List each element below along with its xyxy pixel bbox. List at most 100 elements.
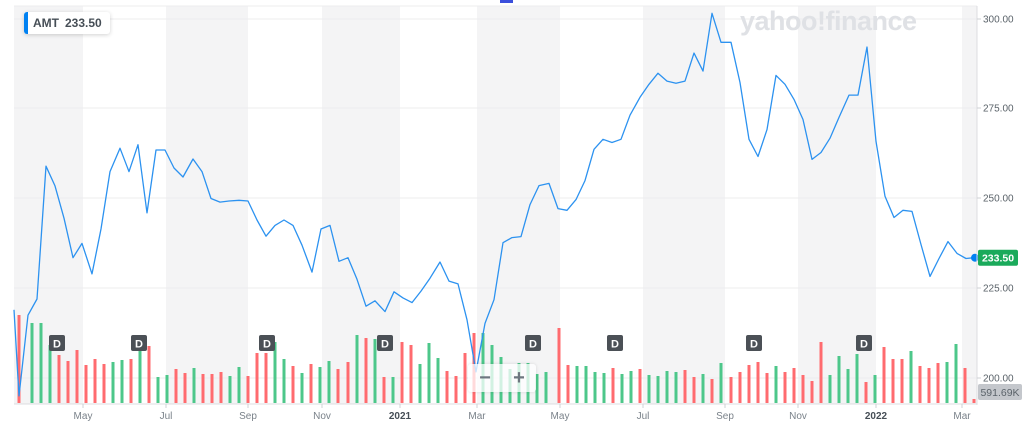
volume-bar-down [918, 366, 922, 403]
last-price-dot [971, 253, 979, 262]
month-band [962, 6, 977, 404]
volume-bar-up [719, 363, 723, 403]
dividend-marker[interactable]: D [131, 335, 147, 351]
volume-bar-up [855, 354, 859, 403]
series-color-swatch [24, 12, 28, 34]
month-bands [14, 6, 977, 404]
volume-bar-down [291, 366, 295, 403]
month-band [477, 6, 560, 404]
volume-bar-up [373, 339, 377, 403]
volume-bar-up [228, 376, 232, 403]
volume-bar-down [17, 315, 21, 403]
x-tick-label: Mar [953, 411, 971, 422]
dividend-marker[interactable]: D [607, 335, 623, 351]
volume-bar-up [192, 368, 196, 403]
volume-bar-down [738, 372, 742, 403]
volume-bar-up [300, 373, 304, 403]
volume-bar-down [174, 369, 178, 403]
x-tick-label: Jul [160, 411, 173, 422]
volume-bar-down [936, 363, 940, 403]
volume-bar-up [318, 367, 322, 403]
volume-bar-up [828, 375, 832, 403]
volume-bar-up [774, 366, 778, 403]
ticker-legend[interactable]: AMT 233.50 [24, 12, 110, 34]
svg-text:D: D [53, 339, 61, 351]
volume-bar-up [327, 361, 331, 403]
volume-bar-up [846, 369, 850, 403]
volume-bar-down [183, 373, 187, 403]
volume-bar-down [210, 374, 214, 403]
price-line[interactable] [13, 12, 975, 397]
volume-bar-down [409, 345, 413, 403]
zoom-out-button[interactable]: − [479, 366, 491, 389]
x-axis-ticks: May Jul Sep Nov 2021 Mar May Jul Sep Nov 2022 Mar [74, 404, 971, 422]
range-slider-handle[interactable] [500, 0, 513, 3]
svg-text:D: D [381, 339, 389, 351]
ticker-symbol: AMT [33, 16, 59, 30]
dividend-marker[interactable]: D [856, 335, 872, 351]
volume-bar-up [656, 376, 660, 403]
volume-bar-down [783, 372, 787, 403]
volume-bar-up [647, 375, 651, 403]
volume-bar-up [418, 364, 422, 403]
volume-bar-down [557, 328, 561, 403]
volume-bar-down [900, 359, 904, 403]
volume-bar-down [147, 346, 151, 403]
x-tick-label: May [74, 411, 93, 422]
volume-bar-up [909, 351, 913, 403]
yahoo-finance-watermark: yahoo!finance [740, 6, 917, 36]
dividend-marker[interactable]: D [259, 335, 275, 351]
current-price-tag: 233.50 [978, 249, 1018, 266]
y-tick-label: 300.00 [983, 15, 1014, 26]
volume-bar-up [544, 372, 548, 403]
volume-bar-down [891, 359, 895, 403]
dividend-marker[interactable]: D [746, 335, 762, 351]
volume-bar-down [57, 355, 61, 403]
volume-bars [17, 315, 976, 403]
volume-bar-down [710, 379, 714, 403]
volume-bar-up [535, 374, 539, 403]
dividend-marker[interactable]: D [525, 335, 541, 351]
volume-bar-down [129, 359, 133, 403]
volume-bar-up [701, 374, 705, 403]
zoom-in-button[interactable]: + [513, 366, 525, 389]
y-tick-label: 250.00 [983, 194, 1014, 205]
volume-bar-up [665, 371, 669, 403]
volume-bar-down [93, 359, 97, 403]
x-tick-label: Mar [468, 411, 486, 422]
volume-bar-down [400, 342, 404, 403]
volume-bar-down [454, 376, 458, 403]
volume-bar-down [692, 377, 696, 403]
svg-text:D: D [860, 339, 868, 351]
volume-bar-down [801, 375, 805, 403]
volume-bar-down [66, 361, 70, 403]
volume-bar-up [674, 372, 678, 403]
volume-bar-down [864, 382, 868, 403]
y-tick-label: 200.00 [983, 374, 1014, 385]
dividend-marker[interactable]: D [377, 335, 393, 351]
month-band [166, 6, 248, 404]
volume-bar-up [355, 335, 359, 403]
svg-text:591.69K: 591.69K [980, 387, 1019, 399]
volume-bar-up [39, 323, 43, 403]
volume-bar-up [30, 323, 34, 403]
volume-bar-down [611, 368, 615, 403]
dividend-marker[interactable]: D [49, 335, 65, 351]
volume-bar-up [954, 344, 958, 403]
x-tick-label: Jul [637, 411, 650, 422]
volume-bar-up [237, 367, 241, 403]
volume-bar-up [575, 366, 579, 403]
volume-bar-down [219, 372, 223, 403]
volume-bar-down [309, 364, 313, 403]
volume-bar-down [963, 368, 967, 403]
volume-bar-down [246, 376, 250, 403]
volume-bar-down [102, 364, 106, 403]
volume-bar-down [445, 371, 449, 403]
month-band [643, 6, 725, 404]
volume-bar-up [837, 356, 841, 403]
volume-bar-down [729, 377, 733, 403]
volume-bar-down [566, 365, 570, 403]
